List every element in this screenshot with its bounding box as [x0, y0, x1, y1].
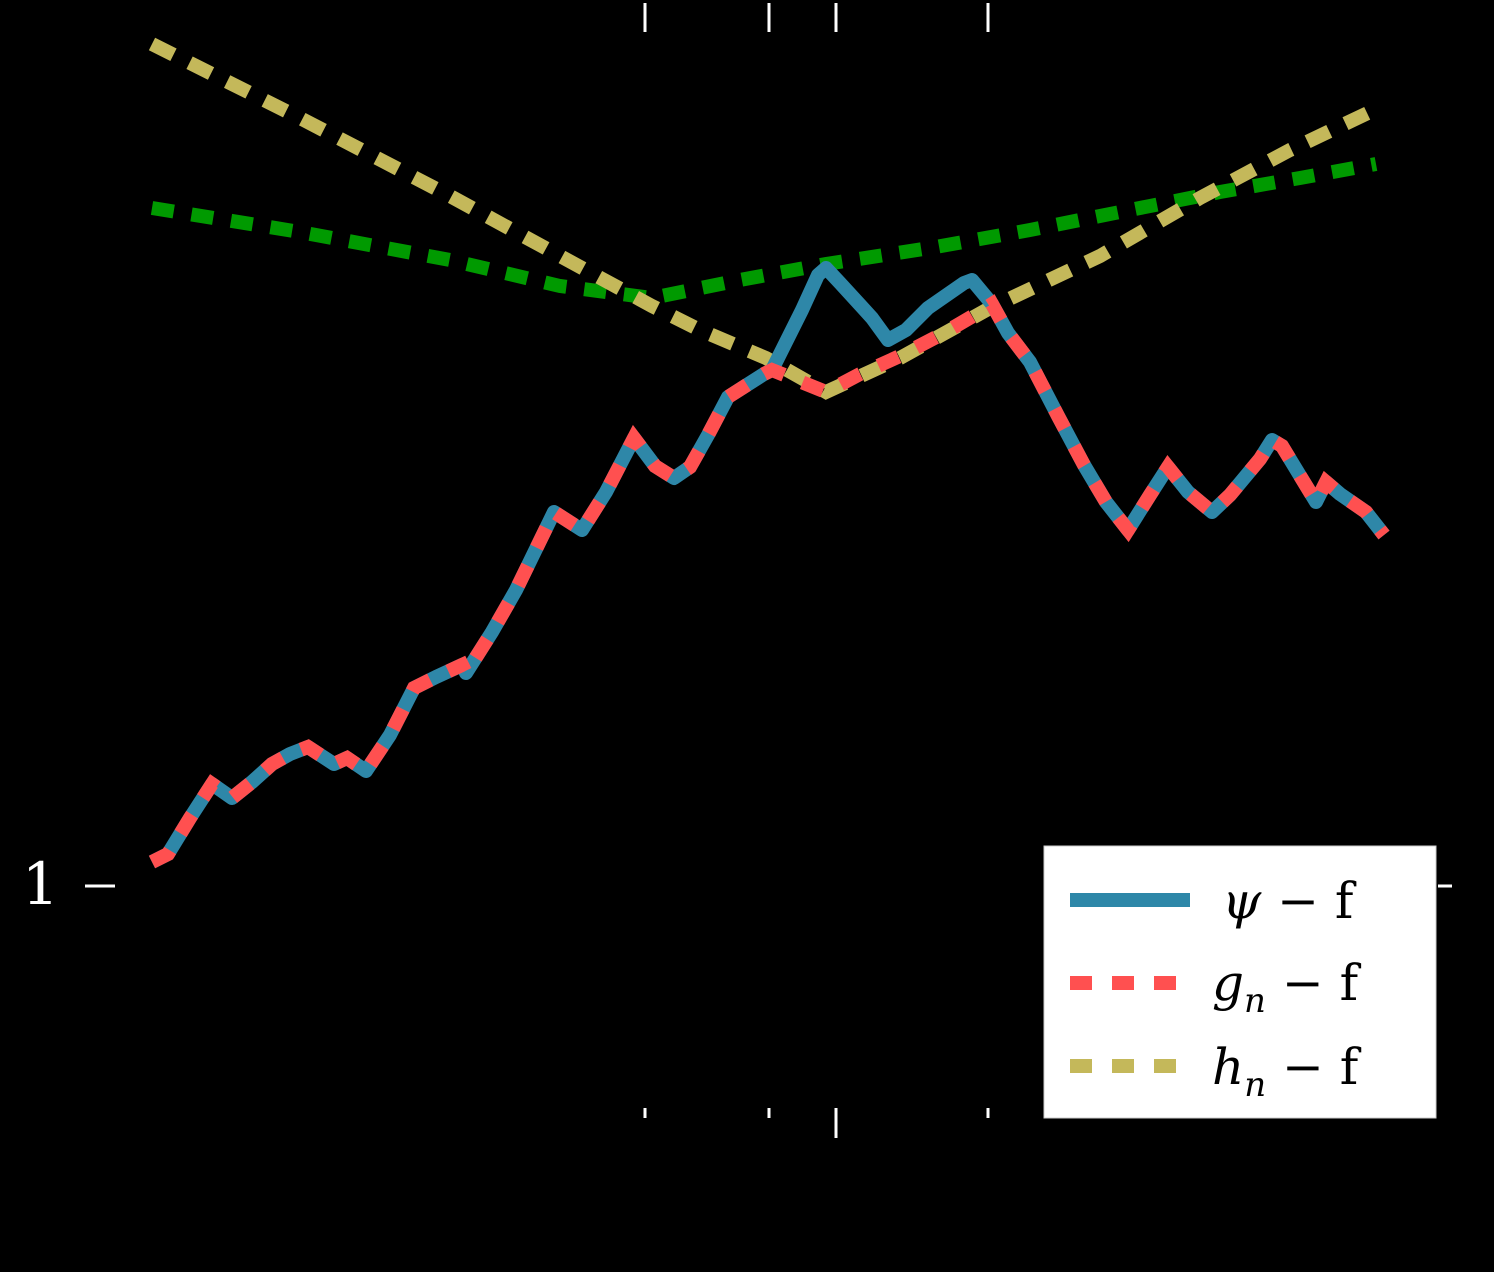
legend: ψ − f gn − f hn − f: [1043, 845, 1437, 1119]
legend-label-psi: ψ − f: [1222, 872, 1357, 930]
legend-suffix-g: − f: [1266, 954, 1362, 1012]
bottom-x-ticks: [643, 1108, 990, 1138]
series-green-dotted: [150, 157, 1378, 306]
legend-box: [1043, 845, 1437, 1119]
legend-math-h: h: [1212, 1038, 1244, 1096]
legend-sub-g: n: [1244, 981, 1266, 1021]
legend-math-psi: ψ: [1222, 872, 1262, 930]
legend-sub-h: n: [1244, 1065, 1266, 1105]
series-layer: [148, 37, 1390, 869]
legend-label-g-n: gn − f: [1212, 954, 1362, 1021]
series-g-n-minus-f: [148, 294, 1390, 869]
y-tick-label-1: 1: [22, 850, 59, 918]
legend-label-h-n: hn − f: [1212, 1038, 1362, 1105]
top-x-ticks: [643, 3, 990, 32]
series-h-n-minus-f: [148, 37, 1374, 400]
legend-math-g: g: [1212, 954, 1244, 1012]
legend-suffix-h: − f: [1266, 1038, 1362, 1096]
legend-suffix-psi: − f: [1261, 872, 1357, 930]
